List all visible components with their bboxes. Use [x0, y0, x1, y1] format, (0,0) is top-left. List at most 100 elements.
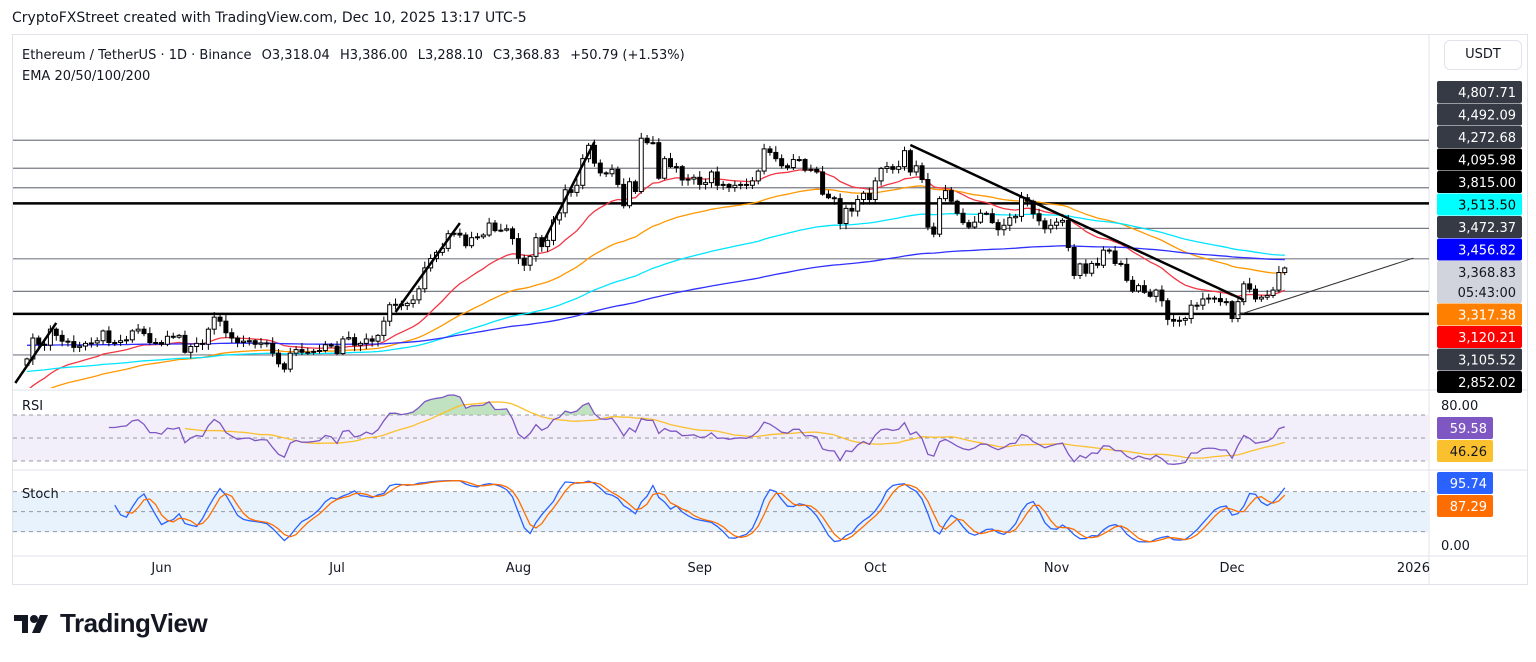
rsi-line: [108, 394, 1286, 465]
candle-up: [410, 299, 416, 304]
candle-down: [1106, 249, 1112, 252]
price-label: 4,492.09: [1458, 109, 1516, 124]
chart-frame: [12, 34, 1528, 585]
candle-up: [416, 288, 422, 301]
candle-up: [112, 341, 118, 344]
candle-down: [1065, 219, 1071, 248]
candle-down: [767, 148, 773, 153]
candle-down: [644, 137, 650, 144]
candle-up: [790, 159, 796, 169]
candle-up: [937, 198, 943, 235]
candle-down: [1253, 288, 1258, 300]
candle-down: [1247, 283, 1253, 290]
candle-up: [1089, 262, 1095, 274]
candle-up: [574, 184, 580, 193]
candle-down: [515, 238, 521, 259]
candle-up: [609, 168, 615, 175]
price-label-box: [1437, 171, 1522, 193]
candle-up: [176, 334, 182, 338]
candle-up: [627, 181, 633, 207]
candle-down: [615, 168, 621, 185]
price-label: 4,095.98: [1458, 154, 1516, 169]
trendline: [540, 141, 596, 246]
candle-down: [328, 344, 334, 347]
candle-up: [77, 345, 83, 348]
candle-up: [94, 340, 100, 344]
candle-up: [1077, 263, 1083, 276]
candle-up: [1276, 272, 1282, 291]
currency-button[interactable]: USDT: [1444, 40, 1522, 70]
price-axis[interactable]: 4,807.71 4,492.09 4,272.68 4,095.98 3,815.00…: [1437, 81, 1522, 517]
candle-down: [1130, 279, 1136, 292]
tradingview-logo[interactable]: TradingView: [14, 608, 208, 639]
time-tick-label: Dec: [1220, 561, 1245, 576]
candle-down: [1212, 297, 1218, 300]
candle-down: [1147, 291, 1153, 297]
candle-up: [375, 334, 381, 342]
candle-down: [925, 179, 931, 228]
price-label: 3,456.82: [1458, 244, 1516, 259]
candle-up: [258, 342, 264, 345]
symbol-name[interactable]: Ethereum / TetherUS · 1D · Binance: [22, 48, 252, 63]
candle-up: [1013, 215, 1019, 219]
candle-up: [1241, 283, 1247, 303]
candle-up: [1188, 304, 1194, 320]
trendline: [394, 222, 461, 313]
candle-up: [843, 207, 849, 224]
price-label: 3,513.50: [1458, 199, 1516, 214]
candle-down: [785, 165, 790, 169]
candle-up: [527, 255, 533, 266]
candle-down: [814, 168, 820, 173]
price-label-box: [1437, 216, 1522, 238]
candle-down: [1217, 298, 1223, 303]
candle-down: [866, 192, 872, 201]
trendlines[interactable]: [14, 141, 1414, 384]
rsi-ma-value-label: 46.26: [1450, 445, 1487, 460]
candle-up: [896, 166, 902, 170]
candle-up: [305, 351, 311, 354]
price-label: 4,272.68: [1458, 131, 1516, 146]
candle-up: [738, 183, 744, 186]
candle-up: [404, 302, 410, 307]
ohlc-open: O3,318.04: [261, 48, 330, 63]
candle-down: [597, 162, 603, 174]
candle-up: [685, 178, 691, 181]
candle-up: [504, 228, 510, 231]
candle-up: [708, 171, 714, 184]
price-label-box: [1437, 193, 1522, 216]
candle-up: [720, 183, 726, 186]
candle-down: [849, 207, 855, 212]
candle-up: [884, 166, 890, 169]
candle-up: [1200, 298, 1206, 306]
price-label-box: [1437, 238, 1522, 261]
candle-up: [246, 340, 252, 343]
candle-down: [147, 333, 153, 343]
candle-up: [913, 165, 919, 173]
candle-up: [88, 342, 94, 345]
rsi-tick-80: 80.00: [1441, 399, 1478, 414]
candle-up: [340, 338, 346, 355]
candle-down: [281, 363, 287, 370]
candle-down: [697, 176, 703, 185]
candle-up: [761, 148, 767, 172]
candle-up: [317, 349, 322, 352]
indicator-legend[interactable]: EMA 20/50/100/200: [22, 69, 151, 84]
candle-down: [223, 320, 229, 334]
stoch-d-value-label-box: [1437, 495, 1493, 517]
rsi-value-label-box: [1437, 417, 1493, 439]
candle-up: [287, 352, 293, 370]
time-tick-label: Aug: [506, 561, 531, 576]
candle-down: [948, 190, 954, 202]
candle-down: [252, 340, 258, 345]
price-label-box: [1437, 371, 1522, 393]
time-tick-label: 2026: [1397, 561, 1430, 576]
candle-down: [334, 345, 340, 355]
candle-up: [1001, 224, 1007, 231]
time-axis[interactable]: Jun Jul Aug Sep Oct Nov Dec 2026: [150, 561, 1430, 576]
candle-up: [118, 340, 124, 343]
candle-up: [188, 345, 194, 353]
candle-up: [486, 222, 492, 236]
candle-down: [621, 183, 627, 207]
candle-up: [47, 328, 53, 346]
